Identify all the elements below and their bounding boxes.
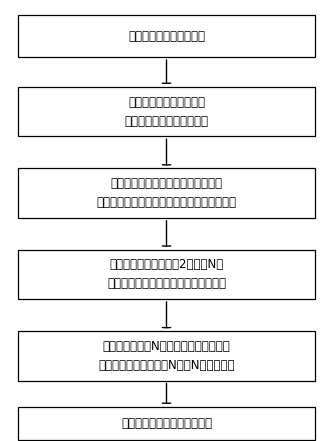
Bar xyxy=(18,168,315,218)
Bar xyxy=(18,250,315,299)
Text: 测试装置调试及试验准备: 测试装置调试及试验准备 xyxy=(128,30,205,43)
Text: 换重离子，完成N只产品的第二轮第二种
离子试验，依次完成第N轮第N种离子试验: 换重离子，完成N只产品的第二轮第二种 离子试验，依次完成第N轮第N种离子试验 xyxy=(98,340,235,372)
Text: 按照上述方法，完成第2只到第N只
产品试验，结束第一轮第一种离子试验: 按照上述方法，完成第2只到第N只 产品试验，结束第一轮第一种离子试验 xyxy=(107,258,226,290)
Bar xyxy=(18,331,315,381)
Text: 选择第一块产品，并自动
上电、加载，开始辐照试验: 选择第一块产品，并自动 上电、加载，开始辐照试验 xyxy=(125,96,208,127)
Bar xyxy=(18,15,315,57)
Bar xyxy=(18,407,315,440)
Text: 监测第一只产品的电参数，自动记录
现象，完成第一只产品的第一种离子辐照试验: 监测第一只产品的电参数，自动记录 现象，完成第一只产品的第一种离子辐照试验 xyxy=(97,177,236,209)
Bar xyxy=(18,87,315,136)
Text: 结束试验及试验数据统计分析: 结束试验及试验数据统计分析 xyxy=(121,417,212,430)
